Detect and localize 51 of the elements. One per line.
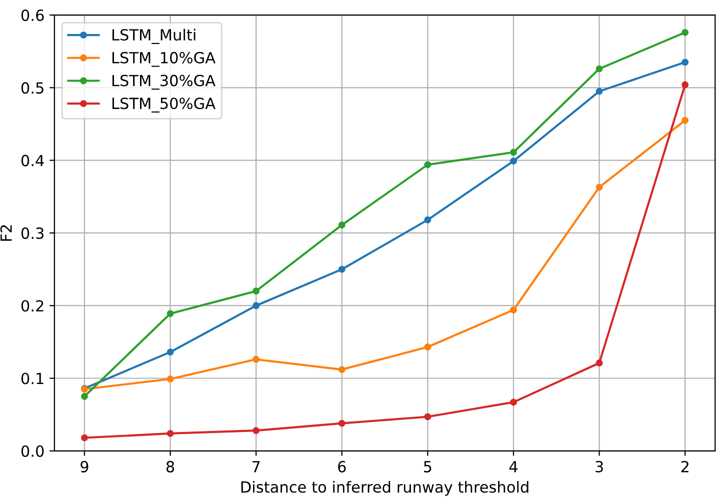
point [596,88,603,95]
x-tick-label: 3 [596,460,603,472]
x-tick-label: 4 [509,461,518,472]
point [682,28,689,36]
point [424,161,432,168]
x-tick-label: 9 [80,460,88,472]
point [510,306,517,314]
y-tick-label: 0.4 [21,154,44,166]
point [510,148,517,156]
y-tick-label: 0.1 [21,372,44,384]
point [252,356,260,363]
y-tick-label: 0.5 [21,82,44,94]
point [166,376,174,382]
legend-label: LSTM_Multi [112,28,196,44]
point [338,366,346,374]
point [424,216,432,224]
point [596,184,603,191]
y-tick-label: 0.0 [21,445,44,457]
point [510,398,517,406]
x-tick-label: 2 [681,460,688,472]
point [81,434,88,442]
point [252,302,260,310]
point [596,360,603,366]
point [424,413,432,420]
x-axis-title: Distance to inferred runway threshold [241,480,528,496]
y-axis-title: F2 [0,225,12,241]
x-tick-label: 7 [252,461,260,472]
legend-label: LSTM_10%GA [112,52,216,67]
y-tick-label: 0.3 [21,227,44,239]
legend-label: LSTM_50%GA [112,98,216,113]
point [252,427,260,434]
point [338,266,346,273]
legend-label: LSTM_30%GA [112,74,216,90]
point [252,288,260,295]
point [166,430,174,437]
point [682,81,689,88]
point [510,158,517,165]
point [682,58,689,66]
x-tick-label: 5 [424,461,432,472]
point [166,348,174,356]
y-tick-label: 0.2 [21,300,44,312]
point [166,310,174,318]
point [338,420,346,427]
point [596,65,603,72]
point [424,344,432,350]
point [81,392,88,400]
y-tick-label: 0.6 [21,9,44,22]
x-tick-label: 6 [338,460,346,472]
point [682,116,689,124]
x-tick-label: 8 [166,460,174,472]
point [338,222,346,228]
